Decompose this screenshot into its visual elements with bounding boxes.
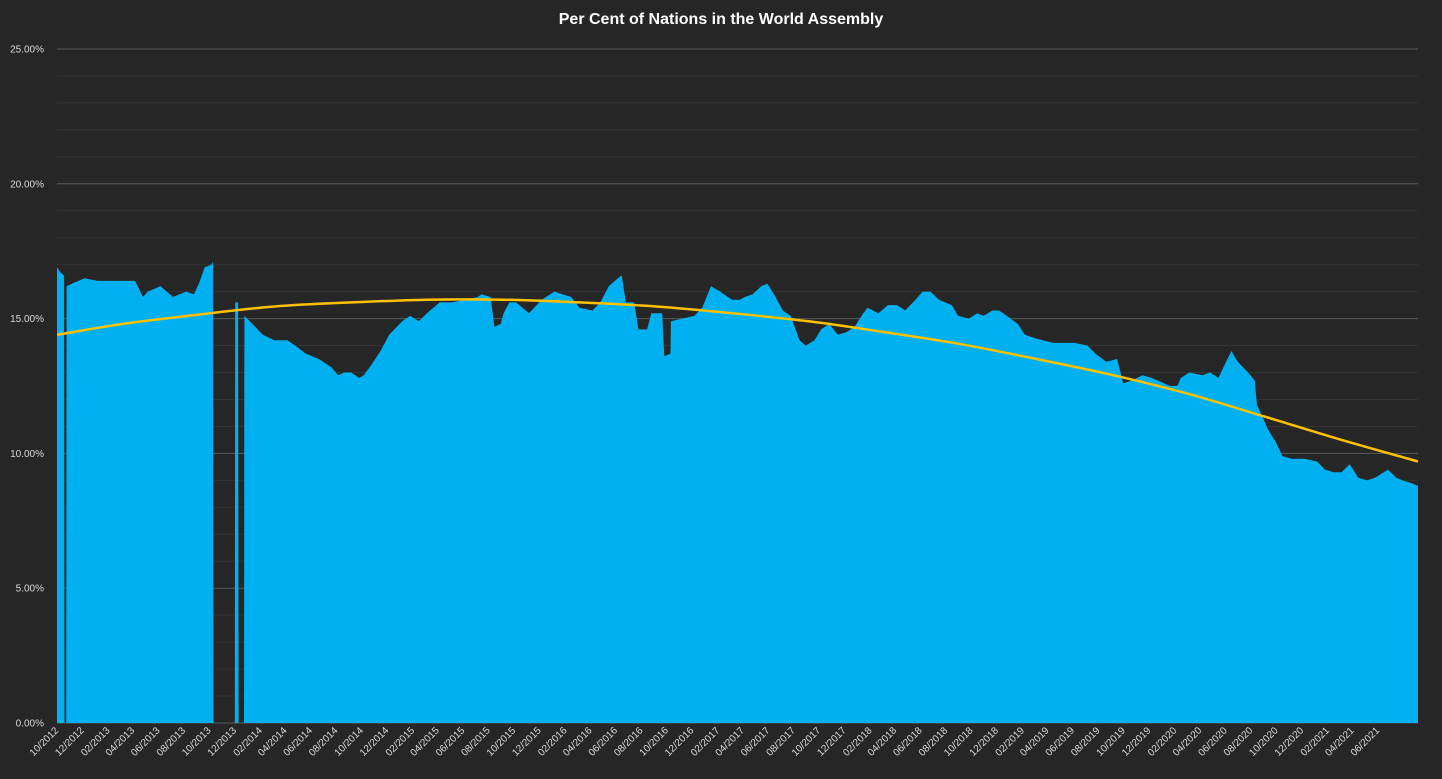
trendline-series	[56, 298, 1419, 463]
chart-title: Per Cent of Nations in the World Assembl…	[558, 11, 884, 28]
x-axis-ticks: 10/201212/201202/201304/201306/201308/20…	[28, 725, 1383, 759]
y-tick-label: 5.00%	[16, 584, 44, 595]
y-axis-ticks: 0.00% 5.00% 10.00% 15.00% 20.00% 25.00%	[10, 45, 44, 730]
y-tick-label: 20.00%	[10, 179, 44, 190]
area-series	[57, 262, 1418, 723]
y-tick-label: 25.00%	[10, 45, 44, 56]
y-tick-label: 0.00%	[16, 719, 44, 730]
x-tick-label: 06/2021	[1349, 725, 1383, 759]
y-tick-label: 15.00%	[10, 314, 44, 325]
y-tick-label: 10.00%	[10, 449, 44, 460]
